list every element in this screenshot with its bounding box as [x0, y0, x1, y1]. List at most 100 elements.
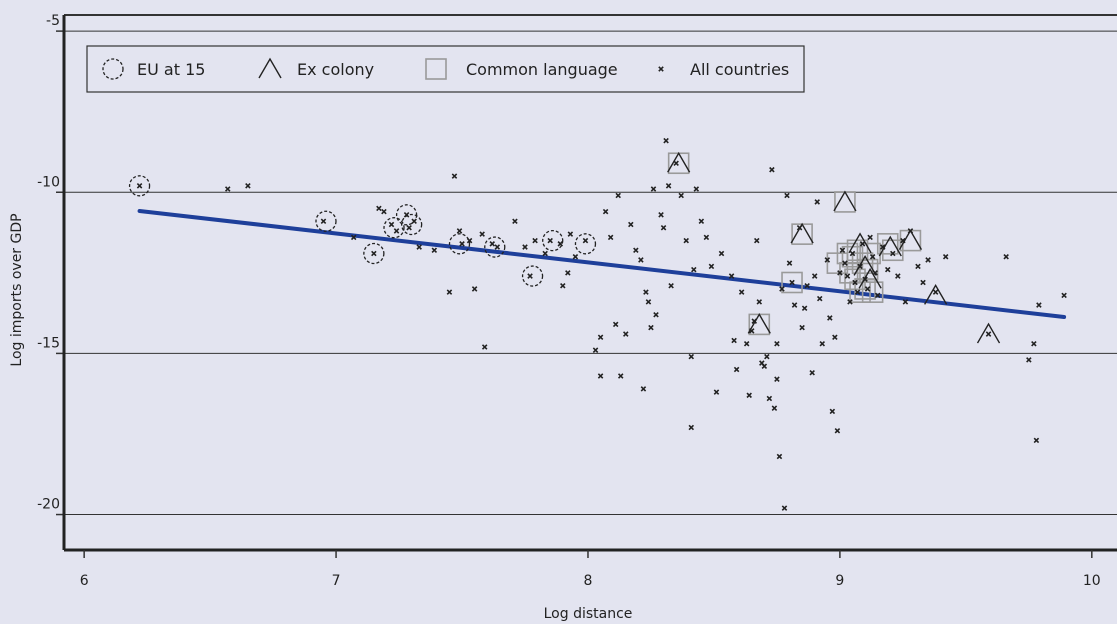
data-point	[623, 331, 629, 337]
data-point	[761, 363, 768, 370]
data-point	[698, 218, 705, 225]
colony-marker	[924, 283, 948, 305]
data-point	[615, 192, 621, 199]
data-point	[628, 221, 634, 228]
data-point	[862, 276, 868, 283]
data-point	[431, 247, 438, 254]
data-point	[1003, 253, 1009, 260]
data-point	[693, 186, 700, 192]
data-point	[879, 244, 886, 250]
data-point	[824, 257, 831, 263]
data-point	[683, 237, 689, 244]
colony-marker	[833, 190, 857, 212]
data-point	[136, 183, 143, 189]
data-point	[643, 289, 649, 295]
data-point	[738, 289, 745, 295]
data-point	[406, 224, 412, 231]
data-point	[900, 237, 906, 244]
data-point	[691, 266, 697, 273]
legend-eu-marker	[102, 58, 124, 80]
data-point	[837, 270, 843, 276]
legend-language-marker	[425, 58, 447, 80]
data-point	[479, 231, 485, 237]
y-tick-label: -5	[46, 13, 60, 29]
data-point	[403, 212, 410, 218]
x-axis-label: Log distance	[544, 606, 633, 622]
data-point	[932, 289, 939, 295]
data-point	[532, 237, 538, 244]
data-point	[779, 286, 785, 292]
data-point	[663, 137, 669, 144]
x-tick-label: 7	[332, 573, 341, 589]
legend: EU at 15 Ex colony Common language All coun…	[86, 45, 805, 93]
data-point	[925, 257, 931, 263]
legend-label: Ex colony	[297, 60, 374, 79]
data-point	[560, 282, 566, 289]
data-point	[834, 427, 841, 434]
gridlines	[64, 30, 1117, 516]
data-point	[774, 340, 780, 347]
eu-marker	[521, 265, 544, 287]
data-point	[864, 286, 871, 292]
colony-marker	[878, 235, 902, 257]
x-tick-label: 6	[80, 573, 89, 589]
data-point	[874, 292, 881, 299]
data-point	[839, 247, 846, 254]
data-point	[1031, 340, 1037, 347]
data-point	[582, 237, 589, 244]
data-point	[819, 340, 826, 347]
data-point	[617, 373, 624, 379]
data-point	[766, 395, 773, 402]
legend-point-marker	[658, 66, 664, 72]
data-point	[884, 266, 891, 273]
data-point	[867, 234, 873, 241]
legend-label: All countries	[690, 60, 789, 79]
colony-marker	[790, 222, 814, 244]
data-point	[1061, 292, 1067, 299]
data-point	[572, 253, 579, 260]
data-point	[786, 260, 793, 266]
data-point	[829, 408, 836, 415]
data-point	[597, 334, 604, 341]
data-point	[746, 392, 752, 399]
data-point	[1036, 302, 1042, 308]
data-point	[713, 389, 720, 395]
data-point	[791, 302, 798, 308]
data-point	[902, 299, 909, 305]
data-point	[832, 334, 838, 341]
eu-marker	[484, 236, 506, 258]
data-point	[688, 424, 695, 431]
data-point	[854, 289, 861, 295]
data-point	[985, 331, 992, 337]
x-tick-label: 9	[835, 573, 844, 589]
legend-colony-marker	[258, 57, 282, 79]
y-tick-label: -20	[37, 497, 60, 513]
eu-marker	[395, 204, 418, 226]
eu-marker	[542, 229, 564, 252]
data-point	[665, 183, 672, 189]
data-point	[743, 340, 750, 347]
data-point	[557, 241, 564, 247]
data-point	[388, 221, 395, 228]
data-point	[592, 347, 599, 353]
eu-marker	[128, 175, 151, 197]
data-point	[708, 263, 715, 270]
data-point	[789, 279, 795, 286]
data-point	[942, 253, 949, 260]
data-point	[446, 289, 453, 295]
data-point	[847, 299, 853, 305]
colony-marker	[976, 322, 1001, 344]
fit-line	[137, 208, 1067, 319]
data-point	[718, 250, 725, 257]
data-point	[567, 231, 574, 237]
data-point	[774, 376, 780, 382]
colony-marker	[848, 232, 872, 254]
data-point	[849, 250, 856, 257]
eu-marker	[574, 233, 597, 255]
y-tick-label: -15	[37, 335, 60, 351]
language-marker	[876, 233, 899, 255]
data-point	[784, 192, 790, 199]
data-point	[804, 282, 810, 289]
